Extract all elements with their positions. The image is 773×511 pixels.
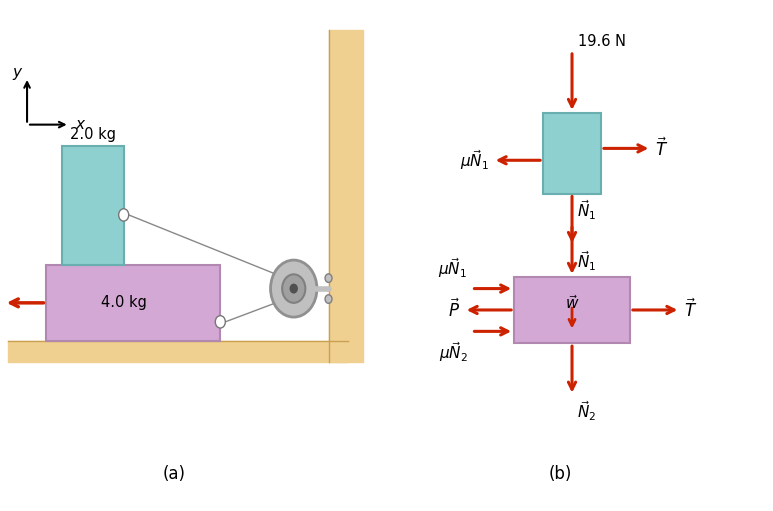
Circle shape — [325, 295, 332, 304]
Circle shape — [119, 209, 129, 221]
Text: $\mu\vec{N}_2$: $\mu\vec{N}_2$ — [438, 340, 468, 364]
Bar — [329, 30, 363, 362]
Bar — [8, 341, 348, 362]
Text: y: y — [12, 65, 22, 80]
Text: $\vec{T}$: $\vec{T}$ — [684, 299, 697, 321]
Text: $\mu\vec{N}_1$: $\mu\vec{N}_1$ — [438, 256, 468, 280]
Bar — [62, 146, 124, 265]
Text: $\vec{w}$: $\vec{w}$ — [565, 294, 579, 312]
Text: $\mu\vec{N}_1$: $\mu\vec{N}_1$ — [460, 148, 489, 172]
Bar — [543, 113, 601, 194]
Bar — [514, 276, 630, 343]
Text: (b): (b) — [549, 465, 572, 483]
Bar — [46, 265, 220, 341]
Circle shape — [282, 274, 305, 303]
Text: x: x — [76, 117, 84, 132]
Circle shape — [216, 316, 226, 328]
Text: 19.6 N: 19.6 N — [578, 34, 626, 49]
Circle shape — [325, 274, 332, 283]
Circle shape — [271, 260, 317, 317]
Text: 4.0 kg: 4.0 kg — [100, 295, 147, 310]
Text: $\vec{N}_2$: $\vec{N}_2$ — [577, 399, 596, 423]
Text: $\vec{N}_1$: $\vec{N}_1$ — [577, 198, 596, 222]
Circle shape — [291, 284, 298, 293]
Text: 2.0 kg: 2.0 kg — [70, 127, 116, 142]
Text: $\vec{T}$: $\vec{T}$ — [656, 137, 669, 159]
Text: (a): (a) — [162, 465, 186, 483]
Text: $\vec{N}_1$: $\vec{N}_1$ — [577, 249, 596, 273]
Text: $\vec{P}$: $\vec{P}$ — [448, 299, 460, 321]
